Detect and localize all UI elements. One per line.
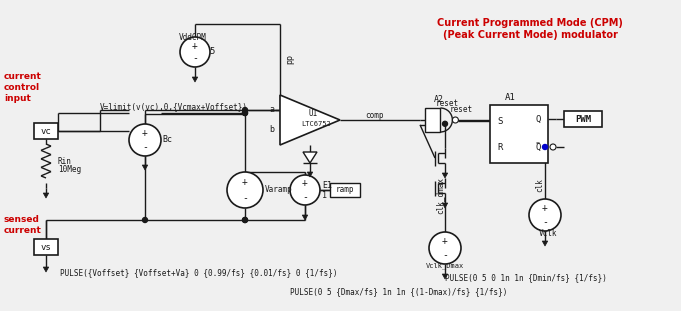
Text: +: + <box>192 41 198 51</box>
Text: +: + <box>142 128 148 138</box>
Polygon shape <box>302 215 308 220</box>
Bar <box>564 111 602 127</box>
Circle shape <box>550 144 556 150</box>
Polygon shape <box>192 77 197 82</box>
Text: b: b <box>269 126 274 134</box>
Text: reset: reset <box>450 105 473 114</box>
Bar <box>425 108 441 132</box>
Polygon shape <box>280 95 340 145</box>
Polygon shape <box>542 241 548 246</box>
Text: Varamp: Varamp <box>265 185 293 194</box>
Text: Q: Q <box>535 114 541 123</box>
Circle shape <box>429 232 461 264</box>
Text: Rin: Rin <box>58 156 72 165</box>
Circle shape <box>543 145 548 150</box>
Polygon shape <box>303 152 317 163</box>
Text: LTC6752: LTC6752 <box>301 121 331 127</box>
Text: Vclk: Vclk <box>539 230 557 239</box>
Text: A2: A2 <box>434 95 444 104</box>
Text: -: - <box>242 193 248 203</box>
Polygon shape <box>442 203 447 208</box>
Text: -: - <box>192 53 198 63</box>
Circle shape <box>242 110 247 115</box>
Text: ramp: ramp <box>336 185 354 194</box>
Circle shape <box>452 117 458 123</box>
Polygon shape <box>44 267 49 272</box>
Bar <box>330 183 360 197</box>
Text: a: a <box>269 105 274 114</box>
Polygon shape <box>142 165 148 170</box>
Text: V=limit(v(vc),0,{Vcmax+Voffset}): V=limit(v(vc),0,{Vcmax+Voffset}) <box>100 103 248 112</box>
Circle shape <box>290 175 320 205</box>
Text: 5: 5 <box>209 48 215 57</box>
Text: -: - <box>442 250 448 260</box>
Text: clk_dmax: clk_dmax <box>436 177 445 213</box>
Text: -: - <box>302 192 308 202</box>
Text: comp: comp <box>366 110 384 119</box>
Text: vc: vc <box>41 127 51 136</box>
Circle shape <box>242 110 247 115</box>
Polygon shape <box>44 193 49 198</box>
Text: R: R <box>497 142 503 151</box>
Circle shape <box>227 172 263 208</box>
Text: Bc: Bc <box>162 136 172 145</box>
Text: vs: vs <box>41 243 51 252</box>
Text: clk: clk <box>535 178 545 192</box>
Text: current
control
input: current control input <box>4 72 42 103</box>
Circle shape <box>443 121 447 126</box>
Circle shape <box>142 217 148 222</box>
Text: dd: dd <box>283 55 292 65</box>
Text: A1: A1 <box>505 94 516 103</box>
Text: PULSE(0 5 {Dmax/fs} 1n 1n {(1-Dmax)/fs} {1/fs}): PULSE(0 5 {Dmax/fs} 1n 1n {(1-Dmax)/fs} … <box>290 287 507 296</box>
Text: Current Programmed Mode (CPM)
(Peak Current Mode) modulator: Current Programmed Mode (CPM) (Peak Curr… <box>437 18 623 39</box>
Circle shape <box>242 108 247 113</box>
Text: S: S <box>497 117 503 126</box>
Text: sensed
current: sensed current <box>4 215 42 235</box>
Polygon shape <box>442 173 447 178</box>
Circle shape <box>242 217 247 222</box>
Text: PWM: PWM <box>575 114 591 123</box>
Text: +: + <box>442 236 448 246</box>
Circle shape <box>180 37 210 67</box>
Bar <box>490 105 548 163</box>
Circle shape <box>129 124 161 156</box>
Polygon shape <box>442 274 447 279</box>
Text: PULSE({Voffset} {Voffset+Va} 0 {0.99/fs} {0.01/fs} 0 {1/fs}): PULSE({Voffset} {Voffset+Va} 0 {0.99/fs}… <box>60 268 338 277</box>
Circle shape <box>242 217 247 222</box>
Bar <box>34 123 58 139</box>
Text: reset: reset <box>435 99 458 108</box>
Text: +: + <box>302 178 308 188</box>
Polygon shape <box>307 172 313 177</box>
Text: 10Meg: 10Meg <box>58 165 81 174</box>
Text: +: + <box>542 203 548 213</box>
Text: VddCPM: VddCPM <box>179 34 207 43</box>
Text: 1: 1 <box>322 191 327 199</box>
Text: Q: Q <box>535 142 541 151</box>
Text: U1: U1 <box>308 109 317 118</box>
Text: -: - <box>142 142 148 152</box>
Text: Vclk_Dmax: Vclk_Dmax <box>426 263 464 269</box>
Text: -: - <box>542 217 548 227</box>
Text: E1: E1 <box>322 180 332 189</box>
Circle shape <box>529 199 561 231</box>
Text: +: + <box>242 177 248 187</box>
Bar <box>34 239 58 255</box>
Text: PULSE(0 5 0 1n 1n {Dmin/fs} {1/fs}): PULSE(0 5 0 1n 1n {Dmin/fs} {1/fs}) <box>445 273 607 282</box>
